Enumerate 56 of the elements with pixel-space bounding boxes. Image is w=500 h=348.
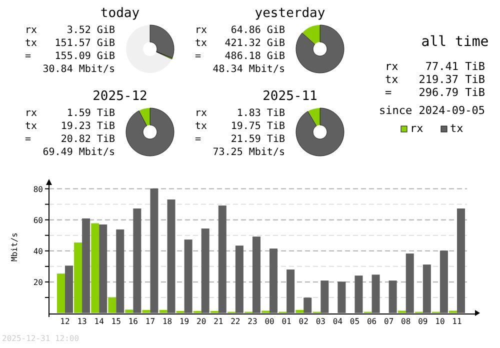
text: 30.84 Mbit/s: [42, 64, 115, 75]
x-tick-label: 23: [248, 317, 258, 326]
y-tick-label: 40: [33, 246, 44, 256]
legend-label: rx: [410, 122, 424, 135]
text: = 20.82 TiB: [25, 134, 115, 145]
text: rx 1.59 TiB: [25, 108, 115, 119]
x-tick-label: 22: [230, 317, 240, 326]
x-tick-label: 17: [145, 317, 156, 326]
text: rx 77.41 TiB: [385, 60, 485, 73]
y-tick-label: 60: [33, 216, 44, 225]
x-tick-label: 03: [316, 317, 326, 326]
legend-label: tx: [450, 122, 464, 135]
x-tick-label: 02: [298, 317, 309, 326]
x-tick-label: 11: [452, 317, 462, 326]
text: all time: [421, 34, 489, 50]
x-tick-label: 21: [214, 317, 224, 326]
x-tick-label: 05: [350, 317, 360, 326]
x-tick-label: 00: [264, 317, 275, 326]
text: 69.49 Mbit/s: [42, 147, 115, 158]
x-tick-label: 09: [418, 317, 428, 326]
x-tick-label: 14: [94, 317, 104, 326]
text: tx 19.23 TiB: [25, 121, 115, 132]
text: 48.34 Mbit/s: [212, 64, 285, 75]
chart-title: yesterday: [254, 6, 326, 21]
chart-title: 2025-11: [262, 89, 318, 104]
chart-title: today: [100, 6, 140, 21]
x-tick-label: 19: [179, 317, 190, 326]
x-tick-label: 06: [366, 317, 377, 326]
text: tx 219.37 TiB: [385, 73, 485, 86]
x-tick-label: 07: [384, 317, 394, 326]
chart-title: 2025-12: [92, 89, 148, 104]
x-tick-label: 01: [282, 317, 292, 326]
x-tick-label: 13: [77, 317, 88, 326]
x-tick-label: 15: [111, 317, 122, 326]
x-tick-label: 18: [162, 317, 172, 326]
text: tx 421.32 GiB: [195, 38, 285, 49]
x-tick-label: 16: [128, 317, 138, 326]
y-tick-label: 80: [33, 184, 44, 194]
y-axis-title: Mbit/s: [10, 232, 19, 262]
x-tick-label: 20: [196, 317, 206, 326]
text: 73.25 Mbit/s: [212, 147, 285, 158]
y-tick-label: 20: [33, 278, 44, 287]
text: since 2024-09-05: [379, 104, 485, 117]
text: = 296.79 TiB: [385, 86, 485, 99]
text: rx 64.86 GiB: [195, 25, 285, 36]
text: rx 1.83 TiB: [195, 108, 285, 119]
text: = 21.59 TiB: [195, 134, 285, 145]
x-tick-label: 08: [401, 317, 411, 326]
text: tx 19.75 TiB: [195, 121, 285, 132]
text: = 486.18 GiB: [195, 51, 285, 62]
x-tick-label: 04: [332, 317, 343, 326]
x-tick-label: 12: [60, 317, 70, 326]
text: = 155.09 GiB: [25, 51, 115, 62]
x-tick-label: 10: [435, 317, 445, 326]
text: rx 3.52 GiB: [25, 25, 115, 36]
text: tx 151.57 GiB: [25, 38, 115, 49]
